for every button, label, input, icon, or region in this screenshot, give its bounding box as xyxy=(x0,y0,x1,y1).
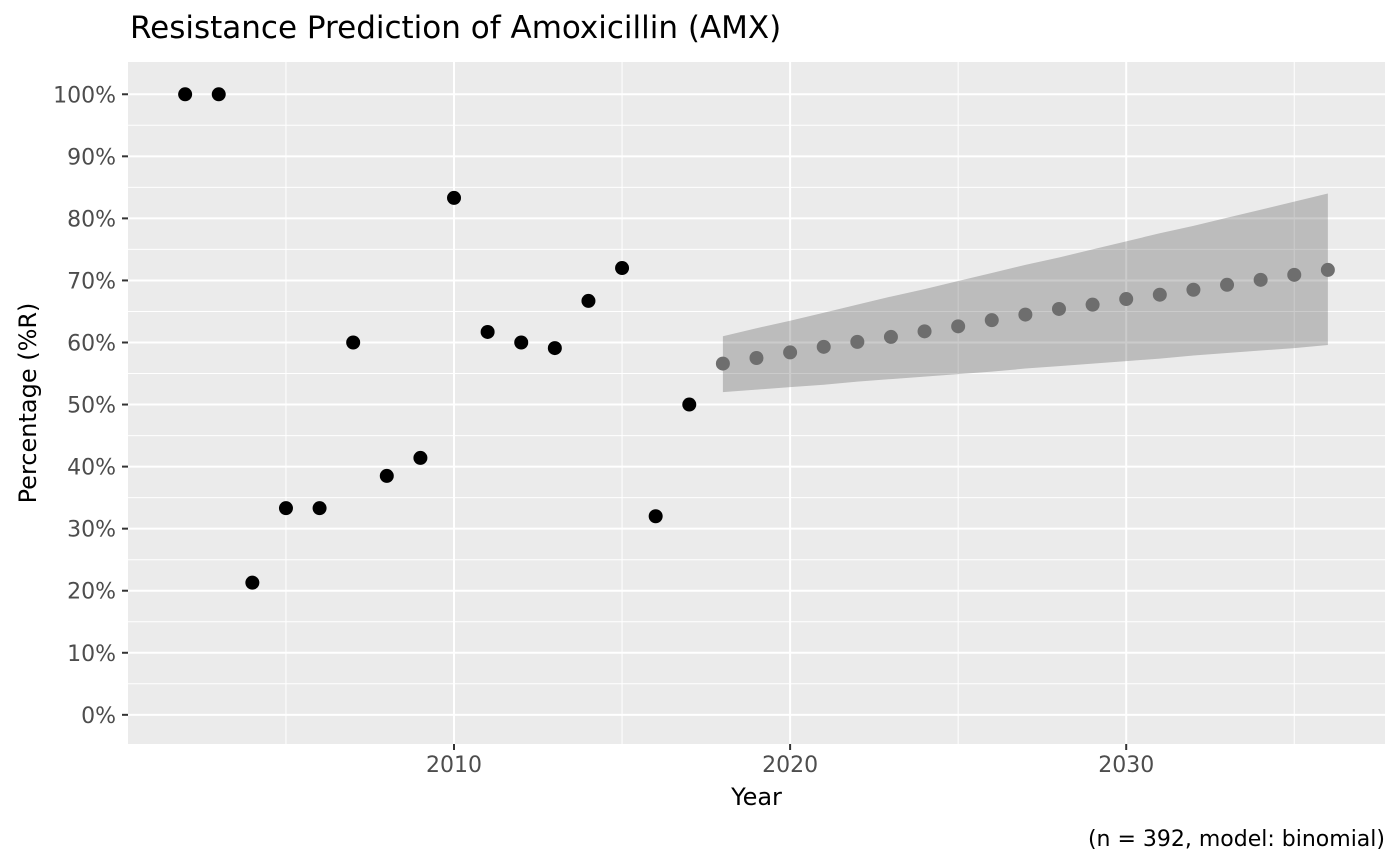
data-point-predicted xyxy=(1018,307,1033,322)
data-point-predicted xyxy=(1085,297,1100,312)
data-point-observed xyxy=(211,87,226,102)
panel-background xyxy=(128,62,1385,744)
data-point-predicted xyxy=(749,351,764,366)
confidence-ribbon xyxy=(722,193,1328,393)
data-point-predicted xyxy=(1287,267,1302,282)
data-point-observed xyxy=(346,335,361,350)
data-point-predicted xyxy=(1220,277,1235,292)
y-tick-label: 10% xyxy=(67,642,116,667)
data-point-predicted xyxy=(917,324,932,339)
data-point-predicted xyxy=(1051,301,1066,316)
data-point-observed xyxy=(648,509,663,524)
data-point-observed xyxy=(615,261,630,276)
data-point-predicted xyxy=(951,319,966,334)
data-point-predicted xyxy=(850,334,865,349)
y-tick-label: 100% xyxy=(53,83,116,108)
data-point-predicted xyxy=(715,356,730,371)
data-point-observed xyxy=(514,335,529,350)
data-point-observed xyxy=(547,341,562,356)
y-tick-label: 0% xyxy=(81,704,116,729)
data-point-predicted xyxy=(816,339,831,354)
data-point-observed xyxy=(413,450,428,465)
y-tick-label: 80% xyxy=(67,207,116,232)
data-point-predicted xyxy=(1152,287,1167,302)
data-point-predicted xyxy=(1253,272,1268,287)
x-tick-label: 2030 xyxy=(1098,753,1154,778)
data-point-observed xyxy=(178,87,193,102)
y-tick-label: 40% xyxy=(67,456,116,481)
y-tick-label: 90% xyxy=(67,145,116,170)
data-point-predicted xyxy=(883,329,898,344)
data-point-observed xyxy=(447,190,462,205)
y-tick-label: 50% xyxy=(67,394,116,419)
data-point-predicted xyxy=(1186,282,1201,297)
data-point-observed xyxy=(278,501,293,516)
data-point-predicted xyxy=(1320,262,1335,277)
y-tick-label: 60% xyxy=(67,331,116,356)
chart-caption: (n = 392, model: binomial) xyxy=(1087,827,1385,852)
x-tick-label: 2020 xyxy=(762,753,818,778)
data-point-observed xyxy=(245,575,260,590)
data-point-observed xyxy=(379,468,394,483)
data-point-predicted xyxy=(783,345,798,360)
y-tick-label: 30% xyxy=(67,518,116,543)
y-axis-title: Percentage (%R) xyxy=(14,302,42,504)
data-point-predicted xyxy=(1119,292,1134,307)
data-point-observed xyxy=(480,324,495,339)
data-point-predicted xyxy=(984,313,999,328)
x-tick-label: 2010 xyxy=(426,753,482,778)
y-tick-label: 70% xyxy=(67,269,116,294)
x-axis-title: Year xyxy=(731,783,782,811)
data-point-observed xyxy=(312,501,327,516)
data-point-observed xyxy=(581,293,596,308)
y-tick-label: 20% xyxy=(67,580,116,605)
chart-title: Resistance Prediction of Amoxicillin (AM… xyxy=(130,10,782,46)
data-point-observed xyxy=(682,397,697,412)
